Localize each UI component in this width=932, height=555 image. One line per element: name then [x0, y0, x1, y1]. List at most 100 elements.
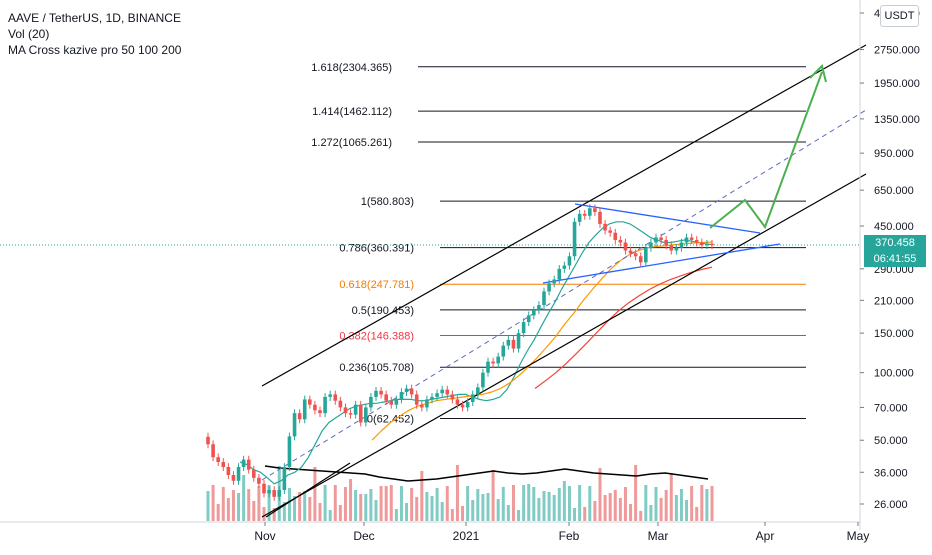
candle-body [313, 404, 317, 411]
volume-bar [369, 489, 373, 521]
candle-body [674, 247, 679, 251]
volume-bar [685, 500, 689, 521]
ma-indicator-label[interactable]: MA Cross kazive pro 50 100 200 [8, 43, 182, 57]
volume-bar [435, 488, 439, 521]
volume-bar [659, 498, 663, 521]
volume-bar [573, 508, 577, 521]
candle-body [649, 242, 653, 248]
candle-body [343, 407, 348, 414]
candle-body [623, 242, 628, 251]
candle-body [384, 394, 388, 401]
candle-body [399, 392, 404, 400]
volume-bar [511, 485, 515, 521]
volume-bar [450, 509, 454, 521]
candle-body [700, 242, 704, 246]
candle-body [562, 265, 567, 269]
volume-bar [226, 498, 230, 521]
ma-long-line [534, 266, 713, 389]
candle-body [414, 394, 419, 405]
volume-bar [562, 481, 566, 521]
candle-body [308, 399, 312, 405]
channel-lower-line [261, 173, 867, 518]
channel-upper-line [261, 44, 867, 387]
candle-body [348, 413, 353, 415]
volume-bar [506, 505, 510, 521]
volume-bar [583, 507, 587, 521]
time-tick-label: Nov [254, 529, 275, 543]
candle-body [689, 237, 694, 240]
candle-body [618, 239, 623, 243]
volume-bar [359, 494, 363, 521]
candle-body [333, 394, 338, 401]
candle-body [476, 387, 480, 395]
candle-body [282, 467, 287, 491]
candle-body [420, 404, 424, 408]
volume-bar [588, 486, 592, 521]
candle-body [455, 399, 460, 405]
candle-body [501, 345, 506, 357]
volume-bar [455, 465, 459, 521]
fib-level-label: 0.786(360.391) [339, 243, 414, 255]
volume-bar [674, 495, 678, 521]
candle-body [572, 221, 577, 257]
candle-body [511, 339, 516, 349]
fib-level-label: 0.5(190.453) [352, 305, 414, 317]
candle-body [226, 467, 231, 476]
volume-bar [242, 475, 246, 521]
volume-bar [623, 487, 627, 521]
volume-bar [364, 494, 368, 521]
volume-bar [298, 492, 302, 521]
volume-bar [629, 504, 633, 521]
price-tick-label: 650.000 [874, 185, 914, 197]
volume-bar [282, 502, 286, 521]
volume-bar [231, 490, 235, 521]
volume-bar [639, 511, 643, 521]
volume-bar [308, 497, 312, 521]
candle-body [262, 483, 266, 494]
price-tick-label: 100.000 [874, 368, 914, 380]
candle-body [521, 322, 526, 334]
volume-bar [501, 487, 505, 521]
candle-body [644, 247, 648, 263]
candle-body [679, 242, 684, 248]
candle-body [425, 399, 429, 408]
candle-body [608, 230, 612, 233]
candle-body [654, 237, 658, 243]
candle-body [379, 390, 383, 395]
candle-body [364, 407, 368, 423]
volume-bar [425, 492, 429, 521]
triangle-lower-line [542, 243, 781, 284]
volume-indicator-label[interactable]: Vol (20) [8, 27, 50, 41]
candle-body [440, 389, 444, 394]
candle-body [628, 250, 633, 254]
volume-bar [476, 489, 480, 521]
time-tick-label: Apr [756, 529, 775, 543]
volume-bar [445, 486, 449, 521]
volume-bar [440, 502, 444, 521]
candle-body [506, 339, 511, 346]
time-tick-label: May [847, 529, 870, 543]
candle-body [694, 239, 699, 243]
volume-bar [522, 485, 526, 521]
fib-level-label: 1.414(1462.112) [312, 106, 392, 118]
volume-bar [598, 468, 602, 521]
candle-body [404, 388, 409, 393]
volume-bar [608, 493, 612, 521]
candle-body [409, 388, 414, 395]
volume-bar [496, 499, 500, 521]
candle-body [486, 361, 490, 373]
volume-bar [323, 485, 327, 521]
fib-level-label: 0.236(105.708) [339, 362, 414, 374]
volume-bar [247, 489, 251, 521]
ma-short-line [239, 221, 713, 485]
candle-body [241, 459, 246, 468]
volume-bar [654, 487, 658, 521]
candle-body [257, 477, 261, 484]
candle-body [231, 475, 236, 481]
candle-body [353, 404, 358, 415]
currency-button[interactable]: USDT [880, 5, 919, 27]
volume-bar [603, 495, 607, 521]
candle-body [588, 208, 592, 216]
